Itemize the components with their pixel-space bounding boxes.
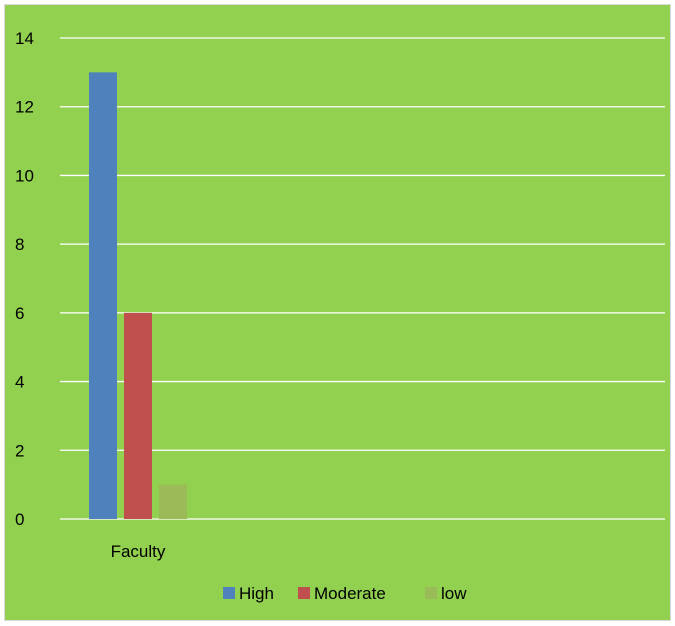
- bar-moderate-faculty: [124, 312, 152, 519]
- legend-item-moderate: Moderate: [298, 584, 386, 603]
- y-tick-label: 4: [15, 373, 24, 392]
- legend-label: High: [239, 584, 274, 603]
- y-tick-label: 8: [15, 235, 24, 254]
- bar-chart: 0 2 4 6 8 10 12 14 Faculty High Moderate low: [5, 5, 670, 620]
- y-tick-label: 6: [15, 304, 24, 323]
- y-tick-label: 12: [15, 98, 34, 117]
- chart-frame: 0 2 4 6 8 10 12 14 Faculty High Moderate low: [4, 4, 671, 621]
- y-tick-label: 10: [15, 166, 34, 185]
- x-axis-categories: Faculty: [111, 542, 166, 561]
- y-tick-label: 0: [15, 510, 24, 529]
- legend-item-low: low: [425, 584, 467, 603]
- y-tick-label: 14: [15, 29, 34, 48]
- legend-swatch: [298, 587, 310, 599]
- x-category-label: Faculty: [111, 542, 166, 561]
- legend-swatch: [425, 587, 437, 599]
- legend-swatch: [223, 587, 235, 599]
- legend-label: low: [441, 584, 467, 603]
- bars: [89, 72, 187, 519]
- legend: High Moderate low: [223, 584, 467, 603]
- y-tick-label: 2: [15, 441, 24, 460]
- bar-high-faculty: [89, 72, 117, 519]
- legend-label: Moderate: [314, 584, 386, 603]
- bar-low-faculty: [159, 484, 187, 519]
- legend-item-high: High: [223, 584, 274, 603]
- y-axis-ticks: 0 2 4 6 8 10 12 14: [15, 29, 34, 529]
